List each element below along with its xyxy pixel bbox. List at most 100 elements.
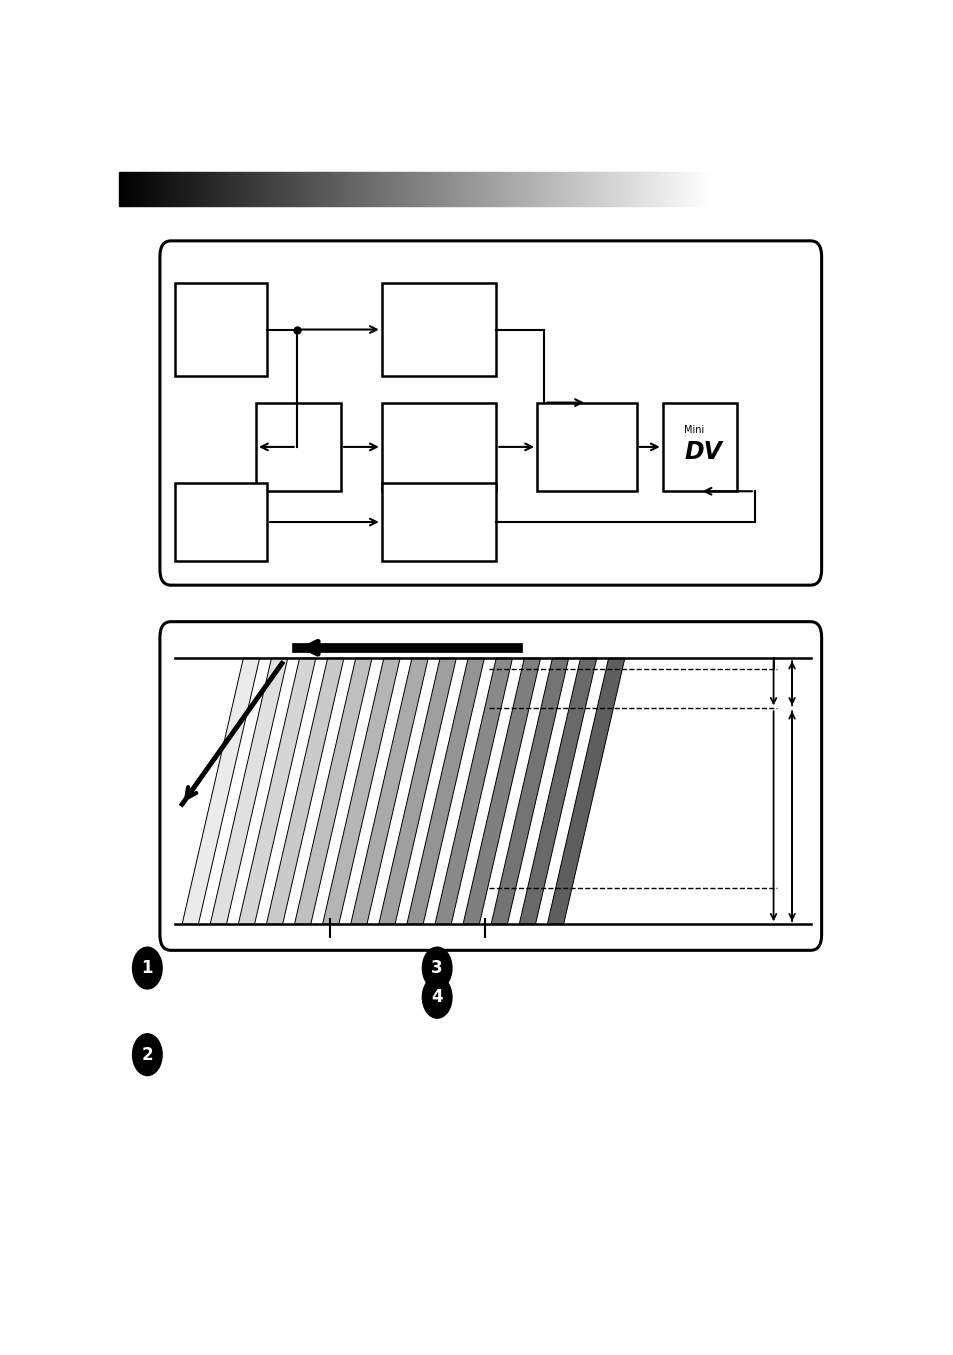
Bar <box>276 172 278 206</box>
Bar <box>299 172 301 206</box>
Text: 3: 3 <box>431 959 442 977</box>
Bar <box>380 172 382 206</box>
Bar <box>648 172 650 206</box>
Bar <box>525 172 528 206</box>
Bar <box>375 172 377 206</box>
Bar <box>306 172 309 206</box>
Bar <box>504 172 507 206</box>
Bar <box>577 172 578 206</box>
Bar <box>133 172 135 206</box>
Bar <box>285 172 288 206</box>
Bar <box>249 172 251 206</box>
Bar <box>361 172 364 206</box>
Bar <box>535 172 537 206</box>
Bar <box>225 172 228 206</box>
Bar <box>537 402 636 492</box>
Bar <box>230 172 233 206</box>
Bar <box>539 172 541 206</box>
Bar <box>283 172 285 206</box>
Bar <box>205 172 207 206</box>
Bar <box>620 172 622 206</box>
Bar <box>329 172 332 206</box>
Bar <box>431 172 433 206</box>
Bar <box>659 172 661 206</box>
Bar <box>212 172 213 206</box>
Bar <box>255 402 341 492</box>
Bar <box>533 172 535 206</box>
Circle shape <box>132 947 162 989</box>
Bar <box>514 172 517 206</box>
Bar <box>604 172 606 206</box>
Bar <box>274 172 276 206</box>
Bar <box>493 172 496 206</box>
Bar <box>341 172 343 206</box>
Bar <box>662 402 736 492</box>
Bar <box>293 172 294 206</box>
Polygon shape <box>435 659 512 924</box>
Bar <box>553 172 556 206</box>
Bar <box>572 172 574 206</box>
Bar <box>497 172 500 206</box>
Bar <box>327 172 329 206</box>
Bar <box>475 172 476 206</box>
Bar <box>382 172 385 206</box>
Bar <box>381 402 496 492</box>
Bar <box>364 172 366 206</box>
Polygon shape <box>266 659 343 924</box>
Bar <box>564 172 567 206</box>
Bar <box>353 172 355 206</box>
Bar <box>320 172 322 206</box>
Polygon shape <box>378 659 456 924</box>
Bar <box>703 172 705 206</box>
Bar <box>184 172 186 206</box>
Bar <box>580 172 583 206</box>
Bar <box>452 172 454 206</box>
Bar <box>590 172 592 206</box>
Bar <box>216 172 218 206</box>
Bar <box>152 172 153 206</box>
Bar <box>392 172 394 206</box>
Bar <box>442 172 444 206</box>
Bar <box>634 172 637 206</box>
Bar <box>309 172 311 206</box>
Bar <box>272 172 274 206</box>
Bar <box>129 172 131 206</box>
Bar <box>419 172 421 206</box>
Bar <box>140 172 142 206</box>
Bar <box>530 172 533 206</box>
Bar <box>221 172 223 206</box>
Polygon shape <box>518 659 597 924</box>
Bar <box>449 172 452 206</box>
Bar <box>223 172 225 206</box>
Bar <box>470 172 473 206</box>
Bar <box>377 172 380 206</box>
Bar <box>191 172 193 206</box>
Bar <box>135 172 137 206</box>
Bar <box>174 172 177 206</box>
Bar <box>608 172 611 206</box>
Bar <box>265 172 267 206</box>
Bar <box>315 172 317 206</box>
Bar <box>174 283 267 377</box>
Bar <box>207 172 209 206</box>
Bar <box>165 172 168 206</box>
Bar <box>398 172 400 206</box>
Bar <box>373 172 375 206</box>
FancyBboxPatch shape <box>160 241 821 585</box>
Bar <box>381 283 496 377</box>
Bar <box>237 172 239 206</box>
Bar <box>454 172 456 206</box>
Bar <box>463 172 465 206</box>
Polygon shape <box>294 659 372 924</box>
Bar <box>488 172 491 206</box>
Bar <box>137 172 140 206</box>
Bar <box>684 172 687 206</box>
Bar <box>350 172 353 206</box>
Bar <box>437 172 440 206</box>
Polygon shape <box>491 659 568 924</box>
Bar <box>546 172 548 206</box>
Bar <box>601 172 604 206</box>
Bar <box>558 172 560 206</box>
Bar <box>666 172 668 206</box>
Bar <box>174 482 267 561</box>
